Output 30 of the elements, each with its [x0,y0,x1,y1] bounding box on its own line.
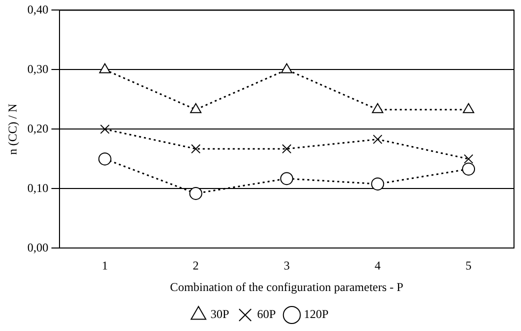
x-tick-label: 2 [192,258,199,273]
legend-label: 120P [304,307,329,322]
point [100,124,110,134]
point [372,134,382,144]
point [281,63,292,74]
y-tick-label: 0,20 [27,121,48,136]
y-axis-title: n (CC) / N [5,103,20,155]
point [462,103,474,114]
point [189,186,202,200]
x-tick-label: 4 [374,258,381,273]
x-tick-label: 1 [102,258,108,273]
point [464,154,474,164]
point [191,144,201,154]
y-tick-label: 0,00 [27,240,48,254]
point [98,152,112,166]
x-axis-title: Combination of the configuration parameters - P [170,280,404,294]
point [282,144,292,154]
point [99,63,111,74]
x-tick-label: 3 [284,258,290,273]
y-tick-label: 0,30 [27,62,48,76]
point [462,162,476,176]
legend-label: 30P [210,307,230,322]
y-tick-label: 0,40 [27,2,48,16]
point [371,177,384,190]
point [372,103,384,114]
point [190,103,202,114]
legend-label: 60P [257,307,276,322]
y-tick-label: 0,10 [27,180,48,195]
point [280,172,294,186]
x-tick-label: 5 [466,258,472,273]
